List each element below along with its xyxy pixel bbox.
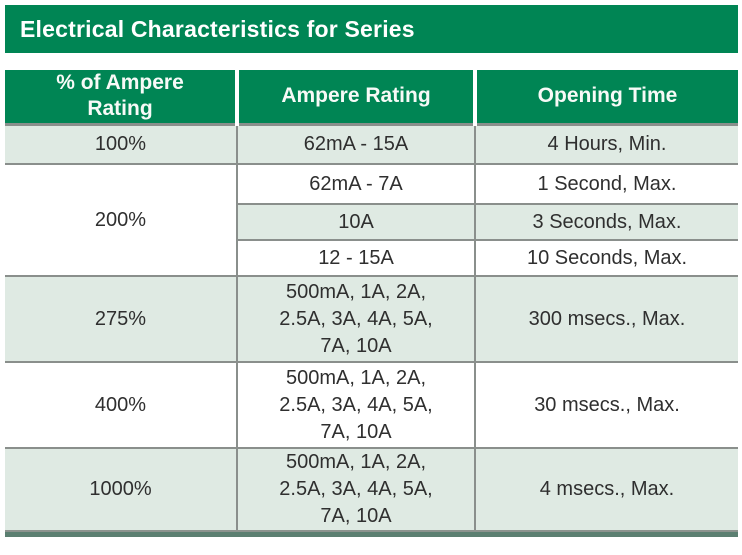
column-header-percent-of-ampere-rating: % of Ampere Rating — [5, 70, 237, 126]
column-header-ampere-rating: Ampere Rating — [235, 70, 475, 126]
column-header-opening-time: Opening Time — [473, 70, 738, 126]
time-cell: 3 Seconds, Max. — [474, 203, 738, 240]
electrical-characteristics-table: % of Ampere Rating Ampere Rating Opening… — [5, 70, 738, 530]
time-cell: 1 Second, Max. — [474, 163, 738, 204]
time-cell: 10 Seconds, Max. — [474, 239, 738, 276]
time-cell: 4 Hours, Min. — [474, 123, 738, 164]
time-cell: 30 msecs., Max. — [474, 361, 738, 448]
table-title-bar: Electrical Characteristics for Series — [5, 5, 738, 53]
table-row: 200% 62mA - 7A 1 Second, Max. — [5, 163, 738, 276]
rating-cell: 500mA, 1A, 2A, 2.5A, 3A, 4A, 5A, 7A, 10A — [236, 275, 475, 362]
rating-cell: 62mA - 15A — [236, 123, 475, 164]
percent-cell: 400% — [5, 361, 237, 448]
table-row: 400% 500mA, 1A, 2A, 2.5A, 3A, 4A, 5A, 7A… — [5, 361, 738, 448]
table-row: 275% 500mA, 1A, 2A, 2.5A, 3A, 4A, 5A, 7A… — [5, 275, 738, 362]
table-row: 10A 3 Seconds, Max. — [5, 203, 738, 240]
rating-cell: 500mA, 1A, 2A, 2.5A, 3A, 4A, 5A, 7A, 10A — [236, 447, 475, 530]
table-row: 100% 62mA - 15A 4 Hours, Min. — [5, 123, 738, 164]
rating-cell: 12 - 15A — [236, 239, 475, 276]
table-bottom-border — [5, 530, 738, 537]
header-row: % of Ampere Rating Ampere Rating Opening… — [5, 70, 738, 126]
time-cell: 4 msecs., Max. — [474, 447, 738, 530]
rating-cell: 10A — [236, 203, 475, 240]
percent-cell: 1000% — [5, 447, 237, 530]
percent-cell: 275% — [5, 275, 237, 362]
rating-cell: 62mA - 7A — [236, 163, 475, 204]
rating-cell: 500mA, 1A, 2A, 2.5A, 3A, 4A, 5A, 7A, 10A — [236, 361, 475, 448]
page-title: Electrical Characteristics for Series — [20, 15, 415, 42]
table-row: 1000% 500mA, 1A, 2A, 2.5A, 3A, 4A, 5A, 7… — [5, 447, 738, 530]
time-cell: 300 msecs., Max. — [474, 275, 738, 362]
table-row: 12 - 15A 10 Seconds, Max. — [5, 239, 738, 276]
percent-cell: 100% — [5, 123, 237, 164]
percent-cell: 200% — [5, 163, 237, 276]
